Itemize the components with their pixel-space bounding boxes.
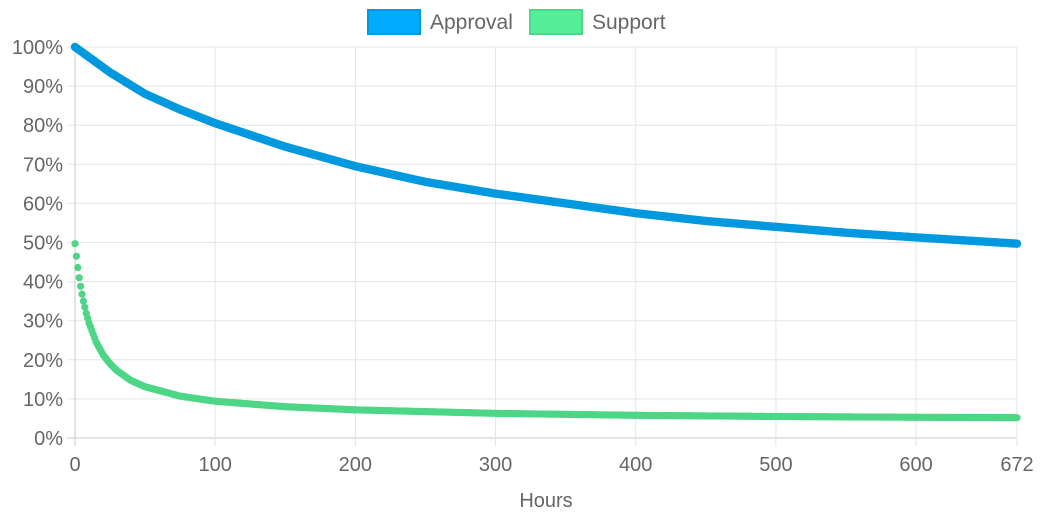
legend: Approval Support bbox=[367, 9, 666, 35]
x-tick-label: 672 bbox=[1000, 454, 1033, 476]
x-tick-label: 100 bbox=[198, 454, 231, 476]
y-tick-label: 0% bbox=[34, 428, 63, 450]
x-tick-label: 400 bbox=[619, 454, 652, 476]
data-point-approval[interactable] bbox=[1012, 239, 1022, 248]
y-tick-label: 100% bbox=[12, 37, 63, 59]
data-point-support[interactable] bbox=[78, 290, 86, 298]
y-tick-label: 80% bbox=[23, 115, 63, 137]
data-point-support[interactable] bbox=[75, 274, 83, 282]
x-axis-ticks: 0 100 200 300 400 500 600 672 bbox=[69, 454, 1033, 476]
x-tick-label: 600 bbox=[899, 454, 932, 476]
y-tick-label: 60% bbox=[23, 193, 63, 215]
y-tick-label: 40% bbox=[23, 272, 63, 294]
grid bbox=[67, 46, 1018, 446]
x-axis-title: Hours bbox=[519, 490, 572, 512]
y-tick-label: 30% bbox=[23, 311, 63, 333]
series-support bbox=[71, 240, 1021, 422]
data-point-support[interactable] bbox=[1013, 414, 1021, 422]
x-tick-label: 300 bbox=[479, 454, 512, 476]
y-axis-ticks: 0% 10% 20% 30% 40% 50% 60% 70% 80% 90% 100% bbox=[12, 37, 63, 450]
data-point-support[interactable] bbox=[79, 297, 88, 305]
data-point-support[interactable] bbox=[72, 252, 81, 260]
data-point-support[interactable] bbox=[81, 303, 89, 311]
legend-swatch-support[interactable] bbox=[529, 9, 583, 35]
data-point-support[interactable] bbox=[74, 263, 82, 272]
plot-area bbox=[70, 42, 1022, 422]
y-tick-label: 20% bbox=[23, 350, 63, 372]
legend-swatch-approval[interactable] bbox=[367, 9, 421, 35]
legend-label-approval[interactable]: Approval bbox=[430, 11, 513, 34]
x-tick-label: 0 bbox=[69, 454, 80, 476]
y-tick-label: 70% bbox=[23, 154, 63, 176]
y-tick-label: 50% bbox=[23, 233, 63, 255]
data-point-support[interactable] bbox=[71, 240, 79, 248]
data-point-support[interactable] bbox=[77, 282, 85, 290]
x-tick-label: 200 bbox=[339, 454, 372, 476]
x-tick-label: 500 bbox=[759, 454, 792, 476]
y-tick-label: 90% bbox=[23, 76, 63, 98]
y-tick-label: 10% bbox=[23, 389, 63, 411]
series-approval bbox=[70, 42, 1022, 248]
legend-label-support[interactable]: Support bbox=[592, 11, 666, 34]
